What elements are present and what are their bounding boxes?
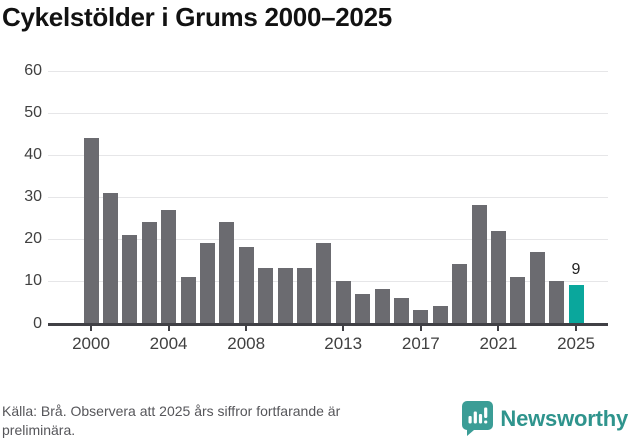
bar-2023: [529, 251, 545, 323]
bar-2013: [335, 281, 351, 323]
bar-2008: [238, 247, 254, 323]
bar-2006: [199, 243, 215, 323]
bar-2021: [490, 230, 506, 323]
x-axis-label-2021: 2021: [479, 334, 518, 353]
source-note: Källa: Brå. Observera att 2025 års siffr…: [2, 403, 341, 438]
bar-2024: [549, 281, 565, 323]
x-axis-label-2017: 2017: [401, 334, 440, 353]
gridline-60: [48, 71, 608, 72]
x-tick-2008: [245, 326, 248, 331]
bar-chart: 0 10 20 30 40 50 60 9 2000 2004 2008 2013 2017 2021 20…: [24, 62, 608, 353]
x-tick-2021: [497, 326, 500, 331]
y-axis-label-10: 10: [24, 272, 42, 289]
x-axis-label-2008: 2008: [227, 334, 266, 353]
x-axis-line: [48, 323, 608, 326]
x-tick-2017: [419, 326, 422, 331]
bar-2020: [471, 205, 487, 323]
bar-2019: [452, 264, 468, 323]
newsworthy-logo[interactable]: Newsworthy: [462, 401, 628, 436]
newsworthy-wordmark: Newsworthy: [500, 405, 628, 431]
x-tick-2000: [90, 326, 92, 331]
x-tick-2004: [167, 326, 170, 331]
bar-2010: [277, 268, 293, 323]
x-tick-2025: [575, 326, 577, 331]
x-axis-label-2004: 2004: [149, 334, 188, 353]
gridline-50: [48, 113, 608, 114]
bar-value-label-2025: 9: [571, 261, 581, 279]
bar-2017: [413, 310, 429, 323]
x-tick-2013: [342, 326, 345, 331]
bar-2009: [258, 268, 274, 323]
bar-2022: [510, 276, 526, 323]
bar-2012: [316, 243, 332, 323]
x-axis-label-2025: 2025: [557, 334, 595, 353]
bar-2001: [102, 192, 118, 323]
bar-2000: [83, 138, 99, 323]
bar-2014: [355, 293, 371, 323]
gridline-20: [48, 239, 608, 240]
bar-2011: [296, 268, 312, 323]
y-axis-label-0: 0: [33, 315, 42, 332]
gridline-30: [48, 197, 608, 198]
y-axis-label-30: 30: [24, 188, 42, 205]
bar-2007: [219, 222, 235, 323]
bar-2004: [161, 209, 177, 323]
chart-title: Cykelstölder i Grums 2000–2025: [2, 2, 392, 32]
bar-2003: [141, 222, 157, 323]
x-axis-label-2000: 2000: [72, 334, 110, 353]
y-axis-label-40: 40: [24, 146, 42, 163]
bar-2015: [374, 289, 390, 323]
y-axis-label-50: 50: [24, 104, 42, 121]
bar-2005: [180, 276, 196, 323]
bar-2016: [393, 297, 409, 323]
y-axis-label-60: 60: [24, 62, 42, 79]
y-axis-label-20: 20: [24, 230, 42, 247]
newsworthy-speech-bubble-bar-chart-icon: [462, 401, 494, 436]
bar-2025: [568, 285, 584, 323]
gridline-40: [48, 155, 608, 156]
bar-2018: [432, 306, 448, 323]
x-axis-label-2013: 2013: [324, 334, 363, 353]
bar-2002: [122, 234, 138, 323]
